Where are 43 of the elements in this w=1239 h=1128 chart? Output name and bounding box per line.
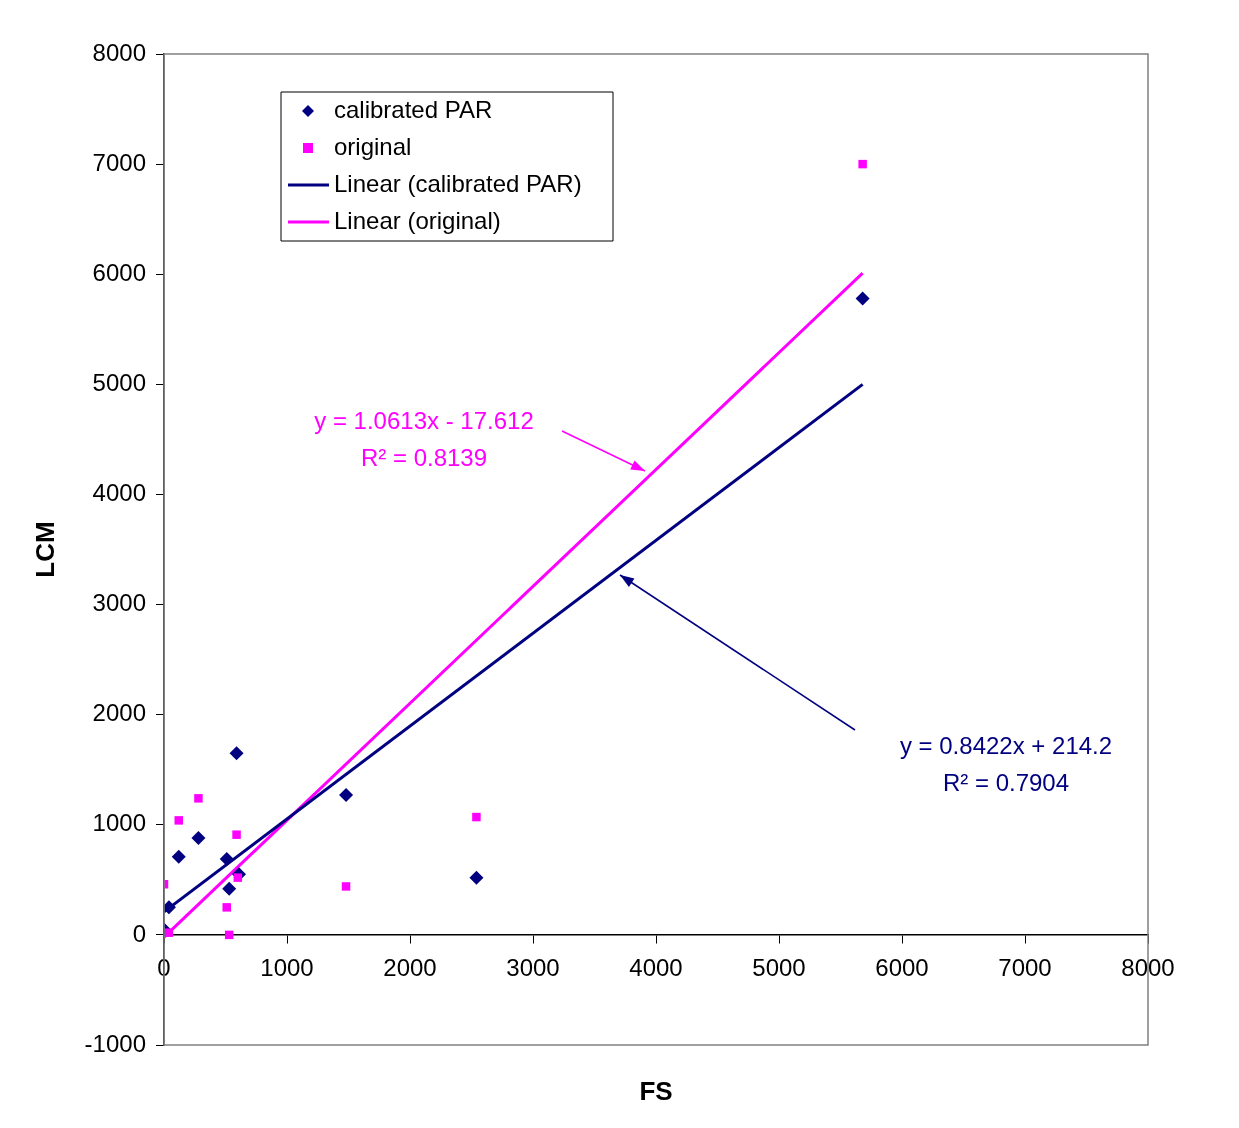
y-tick-label: 1000 [92,809,146,837]
y-tick-label: 5000 [92,368,146,396]
legend-label: Linear (original) [334,206,501,234]
x-tick-label: 8000 [1121,953,1175,981]
point [194,794,203,803]
legend-label: calibrated PAR [334,95,493,123]
x-tick-label: 7000 [998,953,1052,981]
y-tick-label: 8000 [92,38,146,66]
point [472,812,481,822]
y-tick-label: -1000 [84,1029,146,1057]
point [232,830,241,839]
y-tick-label: 3000 [92,589,146,617]
y-tick-label: 6000 [92,258,146,286]
y-tick-label: 4000 [92,479,146,507]
legend-label: Linear (calibrated PAR) [334,169,582,197]
y-tick-label: 7000 [92,148,146,176]
point [341,882,351,891]
point [191,830,206,845]
point [233,873,243,882]
legend-label: original [334,132,412,160]
point [219,851,234,866]
x-tick-label: 1000 [260,953,314,981]
point [222,903,231,912]
point [339,788,354,803]
annotation: y = 1.0613x - 17.612 R² = 0.8139 [314,407,534,472]
y-tick-label: 0 [132,919,146,947]
x-tick-label: 5000 [752,953,806,981]
point [855,291,870,306]
x-tick-label: 2000 [383,953,437,981]
point [469,870,484,885]
point [229,746,244,761]
point [222,881,237,896]
point [171,849,186,864]
x-tick-label: 3000 [506,953,560,981]
y-tick-label: 2000 [92,699,146,727]
x-axis-title: FS [639,1076,673,1107]
point [174,816,183,825]
x-tick-label: 6000 [875,953,929,981]
point [858,159,867,169]
point [164,928,174,937]
x-tick-label: 4000 [629,953,683,981]
y-axis-title: LCM [30,521,61,578]
annotation: y = 0.8422x + 214.2 R² = 0.7904 [899,732,1113,797]
